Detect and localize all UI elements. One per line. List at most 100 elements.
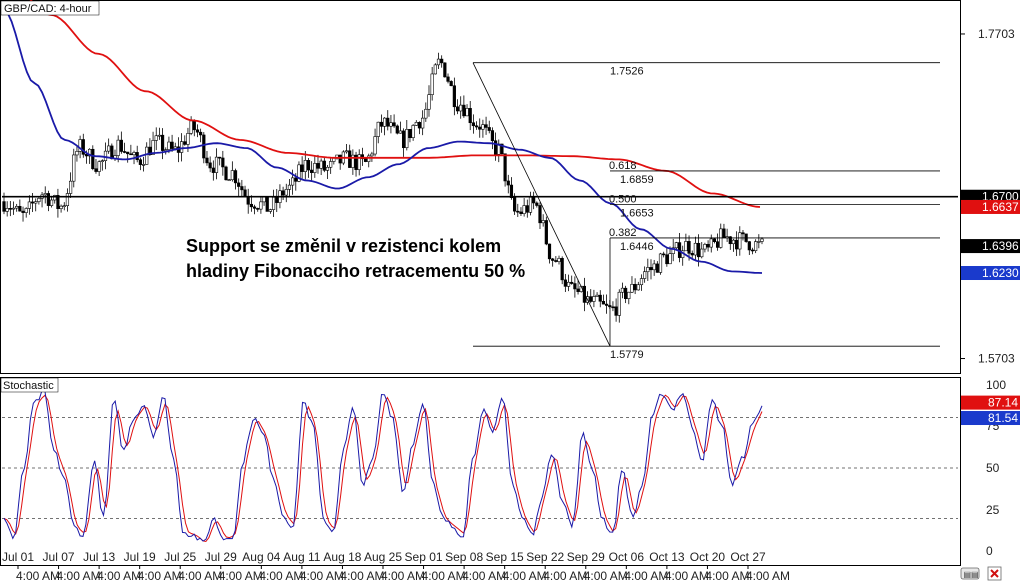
candle-body — [398, 130, 403, 134]
candle — [116, 135, 120, 163]
candle-body — [576, 288, 580, 292]
candle — [122, 142, 127, 154]
candle — [208, 156, 212, 173]
candle — [525, 199, 529, 218]
candle-body — [78, 139, 82, 152]
candle-body — [386, 117, 390, 127]
candle-body — [513, 197, 517, 212]
candle-body — [706, 244, 710, 248]
candle-body — [300, 164, 304, 172]
candle — [97, 160, 101, 177]
candle — [240, 179, 244, 198]
candle — [633, 278, 637, 295]
candle-body — [211, 167, 215, 173]
candle-body — [100, 160, 104, 162]
candle-body — [15, 206, 19, 209]
candle-body — [240, 186, 244, 191]
candle-body — [630, 283, 634, 293]
candle-body — [662, 253, 666, 256]
candle — [519, 207, 523, 217]
candle-body — [122, 151, 127, 153]
moving-average-slow — [29, 0, 761, 208]
candle-body — [481, 124, 485, 130]
candle-body — [446, 76, 450, 82]
candle — [348, 144, 352, 168]
candle-body — [230, 170, 234, 181]
candle — [598, 290, 602, 308]
candle-body — [715, 241, 720, 248]
candle — [754, 239, 758, 254]
candle-body — [268, 209, 273, 212]
candle-body — [414, 122, 418, 126]
y-tick-label: 1.7703 — [978, 27, 1015, 41]
candle — [218, 156, 222, 166]
candle — [760, 237, 764, 245]
candle-body — [11, 207, 16, 210]
candle-body — [443, 62, 447, 78]
candle — [72, 148, 76, 188]
candle-body — [668, 253, 672, 265]
candle — [563, 273, 567, 292]
candle — [357, 149, 361, 176]
candle-body — [310, 169, 314, 173]
candle-body — [157, 134, 162, 137]
candle-body — [325, 166, 330, 171]
indicator-title-box — [0, 377, 59, 393]
candle — [24, 207, 28, 218]
x-time-label: 4:00 AM — [138, 569, 182, 583]
candle-body — [598, 294, 602, 302]
candle-body — [145, 146, 149, 165]
candle — [103, 142, 108, 170]
candle-body — [528, 197, 533, 213]
candle — [259, 196, 263, 214]
candle-body — [487, 127, 491, 131]
candle — [592, 289, 596, 308]
y-tick-label: 1.5703 — [978, 352, 1015, 366]
candle-body — [671, 247, 675, 254]
candle — [630, 276, 634, 294]
candle-body — [322, 160, 326, 171]
zoom-icon[interactable] — [960, 567, 980, 580]
candle — [627, 291, 631, 305]
candle — [624, 285, 628, 304]
candle — [560, 256, 564, 285]
candle-body — [589, 296, 593, 302]
candle-body — [265, 196, 269, 212]
candle-body — [474, 125, 479, 128]
candle-body — [722, 228, 726, 239]
candle — [18, 199, 22, 212]
candle — [224, 165, 228, 181]
candle-body — [509, 184, 514, 198]
candle — [547, 243, 552, 264]
candle-body — [538, 205, 542, 224]
candle — [379, 114, 384, 133]
fib-trend-line — [472, 62, 611, 347]
candle — [202, 132, 206, 164]
candle-body — [700, 248, 704, 258]
x-tick-label: Sep 22 — [526, 550, 564, 564]
candle-body — [72, 154, 76, 182]
candle-body — [760, 238, 764, 242]
candle — [65, 188, 70, 212]
candle — [119, 131, 123, 154]
candle-body — [690, 253, 694, 256]
x-time-label: 4:00 AM — [624, 569, 668, 583]
candle-body — [129, 153, 133, 156]
candle — [459, 96, 463, 119]
candle — [538, 202, 542, 229]
moving-average-fast — [3, 9, 763, 274]
stochastic-d-line — [3, 394, 763, 543]
candle — [636, 281, 640, 291]
candle-body — [592, 296, 596, 302]
candle — [199, 128, 203, 143]
candle-body — [611, 306, 615, 309]
candle-body — [189, 120, 193, 134]
candle-body — [389, 122, 393, 127]
candle — [8, 201, 12, 217]
candle-body — [544, 220, 548, 245]
candle-body — [75, 151, 79, 156]
candle — [322, 157, 326, 173]
x-time-label: 4:00 AM — [705, 569, 749, 583]
candle-body — [256, 208, 260, 210]
candle-body — [338, 154, 342, 164]
